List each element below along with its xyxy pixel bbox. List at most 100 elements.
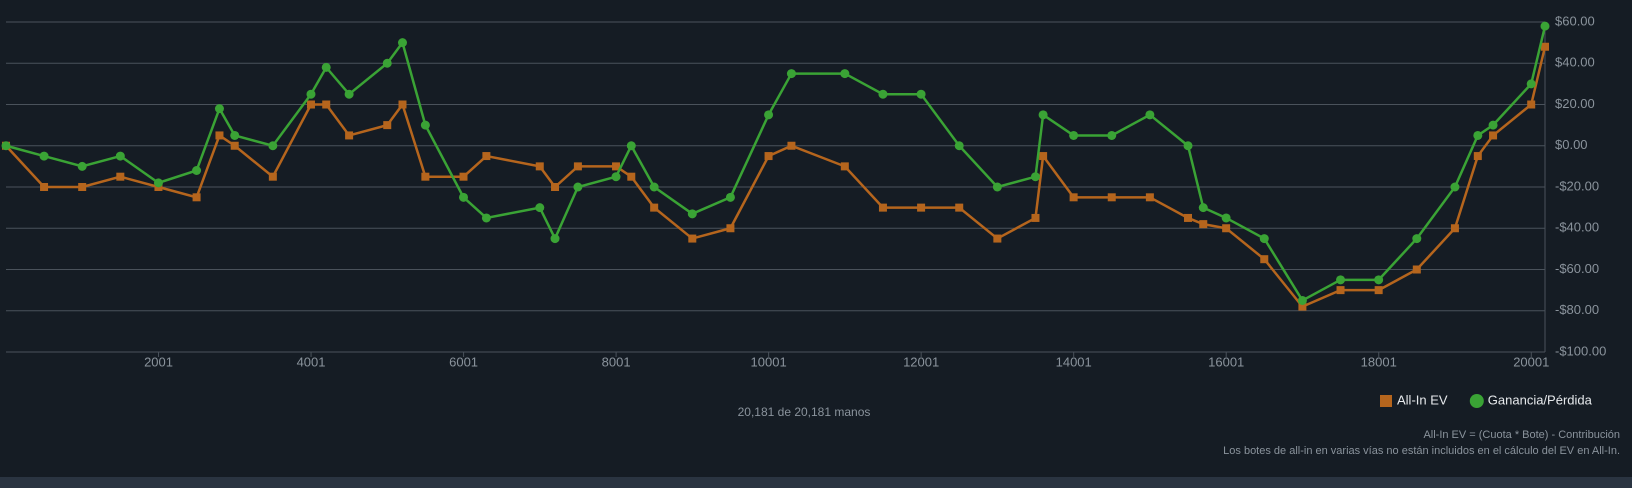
marker (626, 141, 636, 151)
marker (1540, 21, 1550, 31)
marker (1527, 100, 1536, 109)
marker (1039, 152, 1048, 161)
marker (1374, 286, 1383, 295)
marker (573, 182, 583, 192)
marker (1069, 130, 1079, 140)
y-tick-label: $60.00 (1555, 13, 1595, 28)
marker (1541, 42, 1549, 51)
marker (627, 172, 636, 181)
y-tick-label: -$80.00 (1555, 302, 1599, 317)
marker (1145, 193, 1154, 202)
marker (230, 141, 239, 150)
marker (1221, 213, 1231, 223)
marker (153, 178, 163, 188)
marker (1412, 234, 1422, 244)
marker (321, 62, 331, 72)
marker (268, 141, 278, 151)
marker (1473, 130, 1483, 140)
marker (1199, 220, 1208, 229)
marker (345, 131, 354, 140)
series-line (5, 25, 1547, 303)
marker (1038, 110, 1048, 120)
marker (1222, 224, 1231, 233)
marker (1198, 203, 1208, 213)
marker (78, 183, 87, 191)
marker (650, 203, 659, 212)
marker (1488, 120, 1498, 130)
y-tick-label: -$40.00 (1555, 220, 1599, 235)
marker (764, 110, 774, 120)
x-tick-label: 12001 (903, 354, 939, 369)
marker (840, 162, 849, 171)
marker (459, 192, 469, 202)
marker (398, 100, 407, 109)
series (2, 42, 1549, 311)
marker (1412, 265, 1421, 274)
marker (535, 162, 544, 171)
x-tick-label: 20001 (1513, 354, 1549, 369)
marker (687, 209, 697, 219)
y-tick-label: $20.00 (1555, 96, 1595, 111)
marker (397, 38, 407, 48)
marker (1030, 172, 1040, 182)
marker (420, 120, 430, 130)
marker (1489, 131, 1498, 140)
marker (573, 162, 582, 171)
marker (1526, 79, 1536, 89)
marker (77, 161, 87, 171)
marker (1450, 224, 1459, 233)
bottom-bar (0, 477, 1632, 488)
y-tick-label: -$20.00 (1555, 178, 1599, 193)
marker (1336, 286, 1345, 295)
marker (954, 141, 964, 151)
x-tick-label: 18001 (1361, 354, 1397, 369)
marker (786, 69, 796, 79)
marker (535, 203, 545, 213)
marker (1031, 213, 1040, 222)
legend-label: All-In EV (1397, 392, 1448, 407)
marker (214, 104, 224, 114)
marker (421, 172, 430, 181)
marker (39, 151, 49, 161)
marker (917, 203, 926, 212)
marker (787, 141, 796, 150)
marker (1107, 193, 1116, 202)
note: Los botes de all-in en varias vías no es… (1223, 445, 1620, 457)
marker (955, 203, 964, 212)
marker (688, 234, 697, 243)
marker (1259, 234, 1269, 244)
marker (306, 89, 316, 99)
marker (611, 172, 621, 182)
marker (992, 182, 1002, 192)
marker (726, 224, 735, 233)
y-tick-label: $0.00 (1555, 137, 1588, 152)
marker (215, 131, 224, 140)
series (1, 21, 1550, 305)
marker (1298, 302, 1307, 311)
marker (268, 172, 277, 181)
marker (1183, 141, 1193, 151)
marker (878, 89, 888, 99)
x-tick-label: 10001 (751, 354, 787, 369)
marker (551, 183, 560, 191)
x-tick-label: 2001 (144, 354, 173, 369)
y-tick-label: $40.00 (1555, 55, 1595, 70)
marker (482, 152, 491, 161)
marker (459, 172, 468, 181)
marker (382, 58, 392, 68)
x-tick-label: 4001 (297, 354, 326, 369)
marker (1184, 213, 1193, 222)
marker (840, 69, 850, 79)
marker (383, 121, 392, 130)
marker (322, 100, 331, 109)
marker (1145, 110, 1155, 120)
marker (612, 162, 621, 171)
marker (1, 141, 11, 151)
note: All-In EV = (Cuota * Bote) - Contribució… (1423, 429, 1620, 441)
marker (230, 130, 240, 140)
marker (916, 89, 926, 99)
marker (1336, 275, 1346, 285)
marker (1450, 182, 1460, 192)
